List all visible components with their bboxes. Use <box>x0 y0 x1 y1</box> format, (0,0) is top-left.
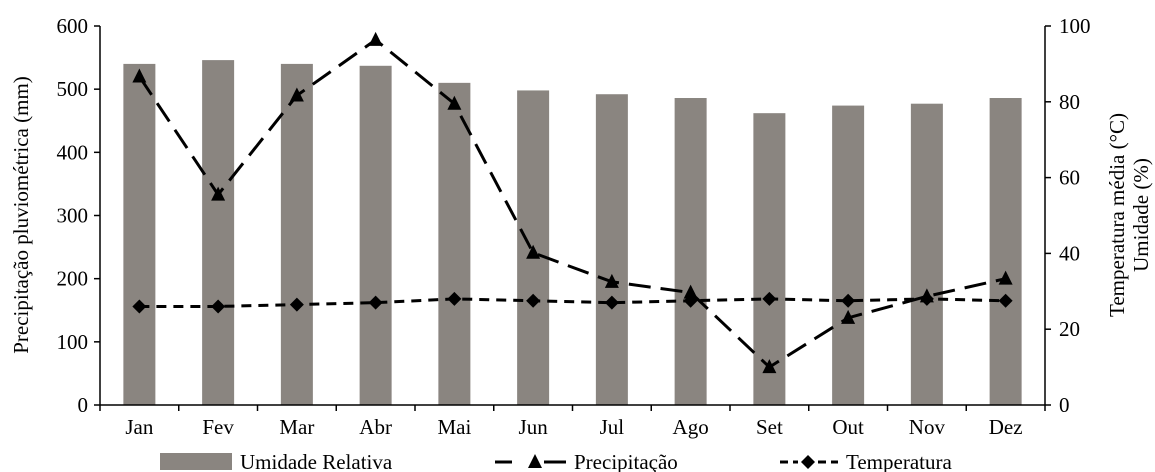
point-precipitacao-jan <box>132 68 147 83</box>
line-precipitacao <box>138 38 1006 369</box>
point-temperatura-nov <box>919 291 934 306</box>
bar-umidade-fev <box>202 60 235 406</box>
x-tick-label: Jul <box>600 415 625 439</box>
line-temperatura <box>139 297 1006 308</box>
bar-umidade-nov <box>910 103 943 405</box>
bar-umidade-jul <box>595 94 628 405</box>
y2-axis-title-temperature: Temperatura média (°C) <box>1105 113 1129 317</box>
bars-group <box>123 60 1022 406</box>
point-precipitacao-fev <box>211 186 226 201</box>
x-tick-label: Fev <box>202 415 234 439</box>
y-tick-label: 300 <box>57 204 89 228</box>
y2-tick-label: 100 <box>1059 14 1091 38</box>
legend-label-precipitacao: Precipitação <box>574 450 678 472</box>
point-precipitacao-out <box>841 309 856 324</box>
point-temperatura-mai <box>447 291 462 306</box>
legend-swatch-umidade <box>160 453 232 470</box>
point-temperatura-jan <box>132 299 147 314</box>
x-tick-label: Mar <box>279 415 314 439</box>
y-tick-label: 500 <box>57 77 89 101</box>
x-tick-label: Jun <box>519 415 549 439</box>
y2-tick-label: 0 <box>1059 393 1070 417</box>
axes-group: 0 100 200 300 400 500 600 0 20 40 60 80 100 Jan Fev Mar… <box>57 14 1091 439</box>
y-axis-title: Precipitação pluviométrica (mm) <box>9 76 33 354</box>
point-temperatura-set <box>762 291 777 306</box>
bar-umidade-dez <box>989 98 1022 405</box>
point-temperatura-fev <box>211 299 226 314</box>
point-precipitacao-ago <box>683 284 698 299</box>
bar-umidade-set <box>753 113 786 406</box>
legend-label-temperatura: Temperatura <box>846 450 952 472</box>
bar-umidade-out <box>832 105 865 405</box>
x-tick-label: Ago <box>673 415 709 439</box>
x-tick-label: Set <box>756 415 783 439</box>
y2-axis-title-humidity: Umidade (%) <box>1129 158 1153 272</box>
y-tick-label: 400 <box>57 140 89 164</box>
point-temperatura-dez <box>998 293 1013 308</box>
point-precipitacao-set <box>762 359 777 374</box>
point-precipitacao-abr <box>368 31 383 46</box>
y-tick-label: 600 <box>57 14 89 38</box>
x-tick-label: Mai <box>437 415 471 439</box>
point-precipitacao-jun <box>526 244 541 259</box>
x-tick-label: Dez <box>989 415 1023 439</box>
bar-umidade-ago <box>674 98 707 405</box>
y2-tick-label: 20 <box>1059 317 1080 341</box>
y-tick-label: 200 <box>57 267 89 291</box>
x-tick-label: Jan <box>125 415 153 439</box>
y2-tick-label: 80 <box>1059 90 1080 114</box>
bar-umidade-mar <box>280 63 313 406</box>
legend: Umidade Relativa Precipitação Temperatur… <box>160 450 952 472</box>
point-temperatura-mar <box>289 297 304 312</box>
y-tick-label: 0 <box>78 393 89 417</box>
point-precipitacao-mar <box>289 87 304 102</box>
y-tick-label: 100 <box>57 330 89 354</box>
bar-umidade-mai <box>438 82 471 405</box>
point-temperatura-abr <box>368 295 383 310</box>
bar-umidade-jan <box>123 63 156 406</box>
point-temperatura-ago <box>683 293 698 308</box>
x-tick-label: Out <box>832 415 864 439</box>
y2-tick-label: 40 <box>1059 241 1080 265</box>
legend-label-umidade: Umidade Relativa <box>240 450 393 472</box>
point-temperatura-out <box>841 293 856 308</box>
legend-marker-triangle-icon <box>528 454 542 468</box>
point-precipitacao-jul <box>604 273 619 288</box>
bar-umidade-abr <box>359 65 392 406</box>
x-tick-label: Abr <box>359 415 392 439</box>
point-temperatura-jul <box>604 295 619 310</box>
legend-marker-diamond-icon <box>801 455 815 469</box>
point-precipitacao-dez <box>998 270 1013 285</box>
y2-tick-label: 60 <box>1059 166 1080 190</box>
point-precipitacao-mai <box>447 95 462 110</box>
point-temperatura-jun <box>526 293 541 308</box>
lines-group <box>132 31 1013 374</box>
x-tick-label: Nov <box>909 415 946 439</box>
